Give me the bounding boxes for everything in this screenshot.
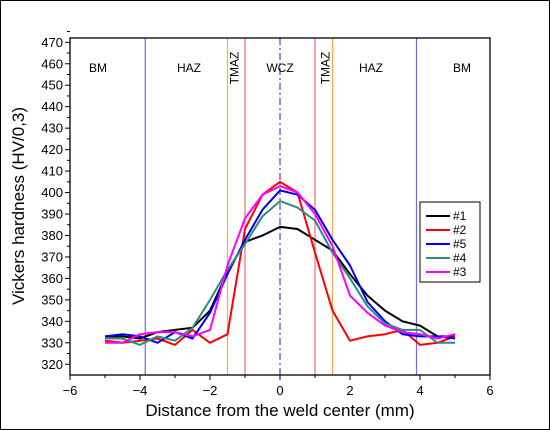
region-label: HAZ [177, 61, 201, 75]
y-tick-label: 330 [41, 335, 63, 350]
legend: #1#2#5#4#3 [419, 201, 481, 283]
x-tick-label: −6 [63, 383, 78, 398]
y-tick-label: 420 [41, 142, 63, 157]
legend-label: #2 [453, 223, 467, 237]
y-tick-label: 470 [41, 35, 63, 50]
region-label: WCZ [266, 61, 293, 75]
x-tick-label: 6 [486, 383, 493, 398]
y-tick-label: 440 [41, 99, 63, 114]
y-tick-label: 380 [41, 228, 63, 243]
x-tick-label: 2 [346, 383, 353, 398]
x-axis: −6 −4 −2 0 2 4 6 [63, 375, 494, 398]
region-boundaries [144, 38, 418, 375]
region-label: HAZ [359, 61, 383, 75]
region-labels: BM HAZ TMAZ WCZ TMAZ HAZ BM [89, 52, 471, 85]
series-line-4 [105, 200, 455, 346]
legend-label: #1 [453, 209, 467, 223]
legend-label: #3 [453, 265, 467, 279]
y-tick-label: 460 [41, 56, 63, 71]
legend-label: #4 [453, 251, 467, 265]
y-tick-label: 370 [41, 249, 63, 264]
region-label: TMAZ [228, 52, 242, 85]
region-label: BM [89, 61, 107, 75]
x-tick-label: 4 [416, 383, 423, 398]
y-tick-label: 400 [41, 185, 63, 200]
series-line-5 [105, 185, 456, 344]
y-tick-label: 340 [41, 314, 63, 329]
y-tick-label: 430 [41, 121, 63, 136]
x-tick-label: −4 [133, 383, 148, 398]
x-tick-label: 0 [276, 383, 283, 398]
y-axis-title: Vickers hardness (HV/0,3) [9, 107, 28, 305]
y-tick-label: 350 [41, 292, 63, 307]
series-line-2 [104, 180, 456, 346]
x-tick-label: −2 [203, 383, 218, 398]
y-tick-label: 320 [41, 357, 63, 372]
legend-box [419, 201, 481, 283]
series-layer [104, 180, 456, 346]
region-label: TMAZ [319, 52, 333, 85]
x-axis-title: Distance from the weld center (mm) [145, 401, 414, 420]
y-tick-label: 390 [41, 207, 63, 222]
legend-label: #5 [453, 237, 467, 251]
y-tick-label: 360 [41, 271, 63, 286]
region-label: BM [453, 61, 471, 75]
y-axis: 320 330 340 350 360 370 380 390 400 410 420 430 440 4… [41, 31, 70, 372]
y-tick-label: 450 [41, 78, 63, 93]
y-tick-label: 410 [41, 164, 63, 179]
